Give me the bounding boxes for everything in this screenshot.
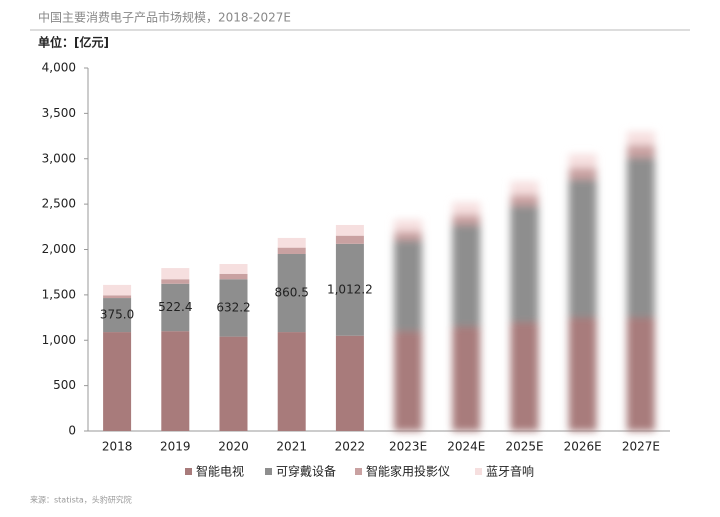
- legend-swatch: [265, 468, 272, 475]
- bar-segment: [510, 322, 539, 431]
- y-tick-label: 2,000: [42, 242, 76, 256]
- value-label: 1,012.2: [327, 282, 373, 296]
- bar-segment: [277, 332, 306, 431]
- bar-segment: [161, 279, 190, 284]
- bar-segment: [394, 231, 423, 241]
- bar-segment: [277, 247, 306, 254]
- bar-group: [626, 131, 655, 431]
- x-tick-label: 2020: [218, 440, 249, 454]
- bar-group: [510, 181, 539, 431]
- y-tick-label: 500: [53, 378, 76, 392]
- bar-group: [452, 202, 481, 431]
- bar-segment: [452, 202, 481, 216]
- bar-segment: [394, 331, 423, 431]
- y-tick-label: 3,500: [42, 106, 76, 120]
- y-tick-label: 3,000: [42, 151, 76, 165]
- bar-segment: [161, 331, 190, 431]
- bar-segment: [219, 336, 248, 431]
- legend-swatch: [185, 468, 192, 475]
- y-tick-label: 1,500: [42, 287, 76, 301]
- bar-segment: [452, 215, 481, 225]
- unit-label: 单位：[亿元]: [38, 35, 109, 50]
- bar-segment: [394, 219, 423, 232]
- bar-segment: [452, 224, 481, 327]
- bar-segment: [103, 332, 132, 431]
- source: 来源：statista，头豹研究院: [30, 495, 132, 505]
- bar-segment: [452, 326, 481, 431]
- bar-segment: [335, 224, 364, 236]
- bar-group: [277, 237, 306, 431]
- bar-segment: [626, 317, 655, 431]
- x-tick-label: 2023E: [389, 440, 427, 454]
- bar-segment: [626, 131, 655, 146]
- bar-segment: [568, 179, 597, 318]
- x-tick-label: 2025E: [505, 440, 543, 454]
- bar-segment: [103, 284, 132, 296]
- bar-segment: [394, 240, 423, 332]
- value-label: 860.5: [275, 286, 309, 300]
- legend-label: 蓝牙音响: [486, 464, 534, 479]
- bar-segment: [103, 298, 132, 333]
- chart-title: 中国主要消费电子产品市场规模，2018-2027E: [38, 10, 291, 25]
- y-tick-label: 2,500: [42, 197, 76, 211]
- bar-segment: [161, 283, 190, 332]
- bar-segment: [335, 243, 364, 336]
- bar-segment: [219, 273, 248, 280]
- bar-segment: [335, 335, 364, 431]
- legend-label: 智能家用投影仪: [366, 464, 450, 479]
- bar-group: [568, 154, 597, 431]
- legend-swatch: [355, 468, 362, 475]
- bar-group: [394, 219, 423, 431]
- bar-segment: [277, 253, 306, 333]
- x-tick-label: 2018: [102, 440, 133, 454]
- x-tick-label: 2026E: [564, 440, 602, 454]
- bar-segment: [510, 181, 539, 196]
- bar-segment: [335, 235, 364, 244]
- value-label: 632.2: [216, 300, 250, 314]
- bar-segment: [510, 195, 539, 206]
- bar-segment: [568, 154, 597, 168]
- bar-segment: [219, 264, 248, 274]
- bar-segment: [626, 145, 655, 158]
- bar-segment: [103, 295, 132, 299]
- bar-group: [219, 264, 248, 431]
- y-tick-label: 1,000: [42, 333, 76, 347]
- x-tick-label: 2024E: [447, 440, 485, 454]
- legend-label: 智能电视: [196, 464, 244, 479]
- bar-group: [161, 268, 190, 431]
- bar-segment: [510, 205, 539, 323]
- bar-segment: [219, 279, 248, 337]
- legend-swatch: [475, 468, 482, 475]
- bar-group: [103, 284, 132, 431]
- x-tick-label: 2019: [160, 440, 191, 454]
- bar-segment: [568, 167, 597, 180]
- y-tick-label: 0: [68, 424, 76, 438]
- bar-segment: [277, 237, 306, 248]
- x-tick-label: 2021: [276, 440, 307, 454]
- bar-segment: [626, 157, 655, 318]
- bar-segment: [161, 268, 190, 280]
- value-label: 375.0: [100, 308, 134, 322]
- y-tick-label: 4,000: [42, 61, 76, 75]
- legend-label: 可穿戴设备: [276, 464, 336, 479]
- bar-group: [335, 224, 364, 431]
- x-tick-label: 2022: [335, 440, 366, 454]
- bar-segment: [568, 317, 597, 431]
- x-tick-label: 2027E: [622, 440, 660, 454]
- value-label: 522.4: [158, 300, 192, 314]
